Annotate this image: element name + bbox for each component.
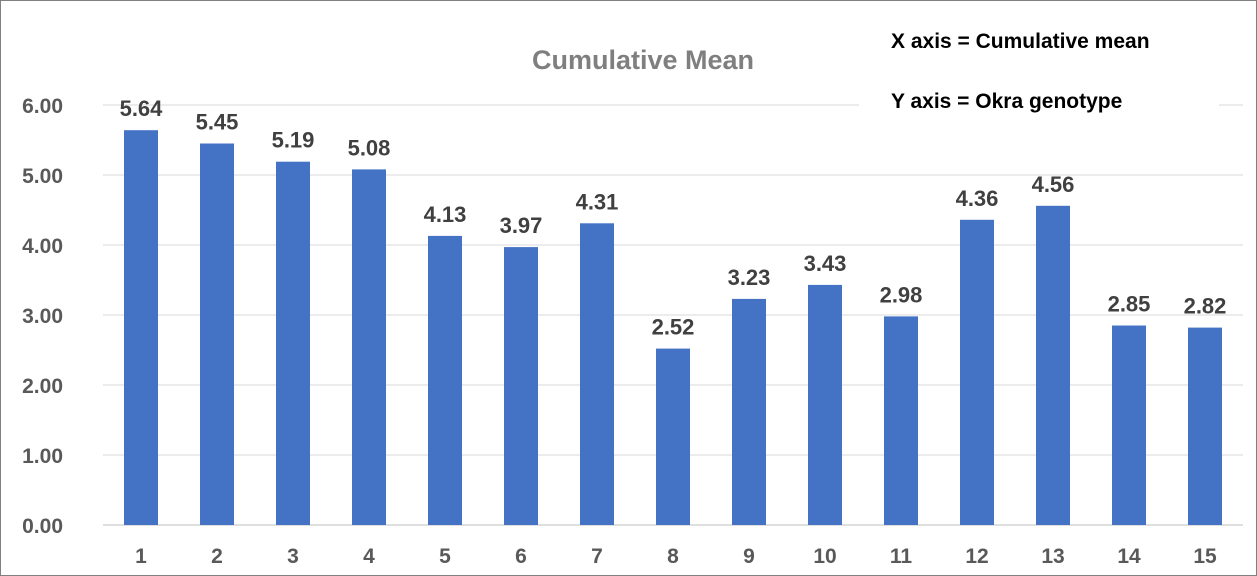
- data-label: 3.43: [804, 251, 847, 276]
- data-label: 4.31: [576, 189, 619, 214]
- x-tick-label: 14: [1117, 545, 1141, 568]
- bar: [504, 247, 538, 525]
- y-tick-label: 5.00: [22, 165, 63, 188]
- bar: [276, 161, 310, 525]
- bar: [580, 223, 614, 526]
- x-tick-label: 4: [363, 545, 375, 568]
- y-tick-label: 6.00: [22, 95, 63, 118]
- y-tick-label: 2.00: [22, 375, 63, 398]
- data-label: 2.82: [1184, 294, 1227, 319]
- x-tick-label: 13: [1041, 545, 1064, 568]
- data-label: 2.98: [880, 282, 923, 307]
- data-label: 3.23: [728, 265, 771, 290]
- data-label: 5.19: [272, 128, 315, 153]
- data-labels: 5.64 5.45 5.19 5.08 4.13 3.97 4.31 2.52 3.23 3.43…: [120, 96, 1227, 339]
- bar: [1036, 205, 1070, 526]
- x-axis: 1 2 3 4 5 6 7 8 9 10 11 12 13 14 15: [135, 545, 1217, 568]
- x-axis-note: X axis = Cumulative mean: [891, 30, 1150, 53]
- x-tick-label: 2: [211, 545, 223, 568]
- chart-title: Cumulative Mean: [532, 45, 754, 75]
- bar: [428, 235, 462, 525]
- annotation-box: [859, 13, 1219, 125]
- x-tick-label: 7: [591, 545, 603, 568]
- data-label: 5.08: [348, 135, 391, 160]
- bar: [1112, 325, 1146, 525]
- data-label: 4.56: [1032, 172, 1075, 197]
- x-tick-label: 9: [743, 545, 755, 568]
- data-label: 5.64: [120, 96, 164, 121]
- y-tick-label: 3.00: [22, 305, 63, 328]
- bar: [884, 316, 918, 525]
- y-tick-label: 4.00: [22, 235, 63, 258]
- x-tick-label: 15: [1193, 545, 1217, 568]
- data-label: 2.85: [1108, 292, 1151, 317]
- bar: [1188, 327, 1222, 525]
- x-tick-label: 12: [965, 545, 988, 568]
- x-tick-label: 8: [667, 545, 679, 568]
- bar: [352, 169, 386, 525]
- y-tick-label: 0.00: [22, 515, 63, 538]
- y-tick-label: 1.00: [22, 445, 63, 468]
- x-tick-label: 11: [890, 545, 913, 568]
- x-tick-label: 10: [813, 545, 836, 568]
- bar: [960, 219, 994, 526]
- bar: [656, 348, 690, 525]
- data-label: 5.45: [196, 110, 239, 135]
- data-label: 4.36: [956, 186, 999, 211]
- y-axis-note: Y axis = Okra genotype: [891, 90, 1122, 113]
- x-tick-label: 3: [287, 545, 299, 568]
- bar: [200, 143, 234, 525]
- bars: [124, 130, 1222, 526]
- data-label: 4.13: [424, 202, 467, 227]
- x-tick-label: 5: [439, 545, 451, 568]
- data-label: 3.97: [500, 213, 543, 238]
- x-tick-label: 6: [515, 545, 527, 568]
- bar: [124, 130, 158, 525]
- x-tick-label: 1: [135, 545, 147, 568]
- data-label: 2.52: [652, 315, 695, 340]
- bar: [732, 298, 766, 525]
- bar: [808, 284, 842, 525]
- y-axis: 0.00 1.00 2.00 3.00 4.00 5.00 6.00: [22, 95, 63, 538]
